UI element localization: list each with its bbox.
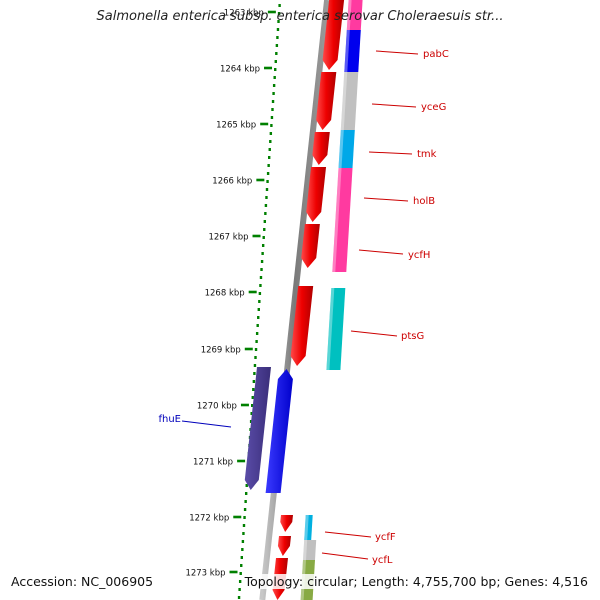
- ruler-tick-label: 1267 kbp: [208, 233, 248, 243]
- ruler-tick-label: 1265 kbp: [216, 121, 256, 131]
- leader-line: [358, 249, 404, 255]
- gene-bar: [346, 0, 363, 30]
- accession-text: Accession: NC_006905: [9, 574, 156, 589]
- cds-arrow: [244, 367, 271, 490]
- gene-label-ptsG[interactable]: ptsG: [401, 331, 424, 342]
- ruler-tick-label: 1264 kbp: [220, 65, 260, 75]
- ruler-tick-label: 1271 kbp: [193, 458, 233, 468]
- ruler-tick: [248, 290, 257, 294]
- ruler-tick-label: 1273 kbp: [185, 569, 225, 579]
- gene-labels: pabC yceG tmk holB ycfH ptsG fhuE ycfF ycfL: [158, 49, 448, 566]
- gene-bar-pabC: [344, 30, 361, 72]
- cds-arrow: [277, 536, 291, 556]
- leader-line: [375, 50, 419, 55]
- gene-label-fhuE[interactable]: fhuE: [158, 414, 181, 425]
- ruler-tick: [256, 178, 265, 182]
- genome-stats-text: Topology: circular; Length: 4,755,700 bp…: [242, 574, 590, 589]
- gene-bar-yceG: [340, 72, 359, 130]
- gene-label-ycfF[interactable]: ycfF: [375, 532, 396, 543]
- cds-arrow: [301, 224, 320, 268]
- cds-arrow: [316, 72, 337, 130]
- gene-bar-tmk: [338, 130, 355, 168]
- cds-arrow: [290, 286, 314, 366]
- ruler-tick-label: 1268 kbp: [205, 289, 245, 299]
- cds-arrow: [306, 167, 327, 222]
- leader-line: [181, 420, 232, 428]
- gene-bar-ptsG: [326, 288, 346, 370]
- leader-line: [363, 197, 409, 202]
- leader-line: [321, 552, 369, 560]
- leader-line: [324, 531, 372, 538]
- gene-label-holB[interactable]: holB: [413, 196, 435, 207]
- cds-track: [244, 0, 345, 600]
- gene-label-pabC[interactable]: pabC: [423, 49, 449, 60]
- leader-line: [350, 330, 398, 337]
- leader-line: [371, 103, 417, 108]
- ruler-tick-label: 1272 kbp: [189, 514, 229, 524]
- gene-bar-holB: [335, 168, 353, 225]
- ruler-tick-label: 1263 kbp: [224, 9, 264, 19]
- ruler: 1263 kbp 1264 kbp 1265 kbp 1266 kbp 1267 kbp…: [185, 4, 281, 599]
- cds-arrow: [312, 132, 330, 165]
- ruler-tick: [233, 515, 242, 519]
- gene-bar-ycfF: [304, 515, 313, 540]
- gene-label-ycfL[interactable]: ycfL: [372, 555, 393, 566]
- gene-label-tmk[interactable]: tmk: [417, 149, 437, 160]
- ruler-tick-label: 1269 kbp: [201, 346, 241, 356]
- gene-label-yceG[interactable]: yceG: [421, 102, 446, 113]
- leader-line: [368, 151, 413, 155]
- ruler-tick: [260, 122, 269, 126]
- gene-bar-fhuE: [265, 369, 293, 493]
- ruler-tick: [267, 10, 276, 14]
- cds-arrow: [322, 0, 345, 70]
- ruler-tick-label: 1266 kbp: [212, 177, 252, 187]
- ruler-tick: [244, 347, 253, 351]
- backbone-line: [259, 0, 331, 600]
- gene-track: [265, 0, 363, 600]
- ruler-tick: [237, 459, 246, 463]
- ruler-tick: [252, 234, 261, 238]
- ruler-tick: [240, 403, 249, 407]
- ruler-tick: [264, 66, 273, 70]
- gene-bar-ycfH: [332, 225, 350, 272]
- cds-arrow: [280, 515, 293, 532]
- backbone-track: [259, 0, 331, 600]
- gene-bar-ycfL: [303, 540, 317, 560]
- ruler-tick-label: 1270 kbp: [197, 402, 237, 412]
- gene-label-ycfH[interactable]: ycfH: [408, 250, 430, 261]
- genome-title: Salmonella enterica subsp. enterica sero…: [96, 9, 504, 24]
- ruler-tick: [229, 570, 238, 574]
